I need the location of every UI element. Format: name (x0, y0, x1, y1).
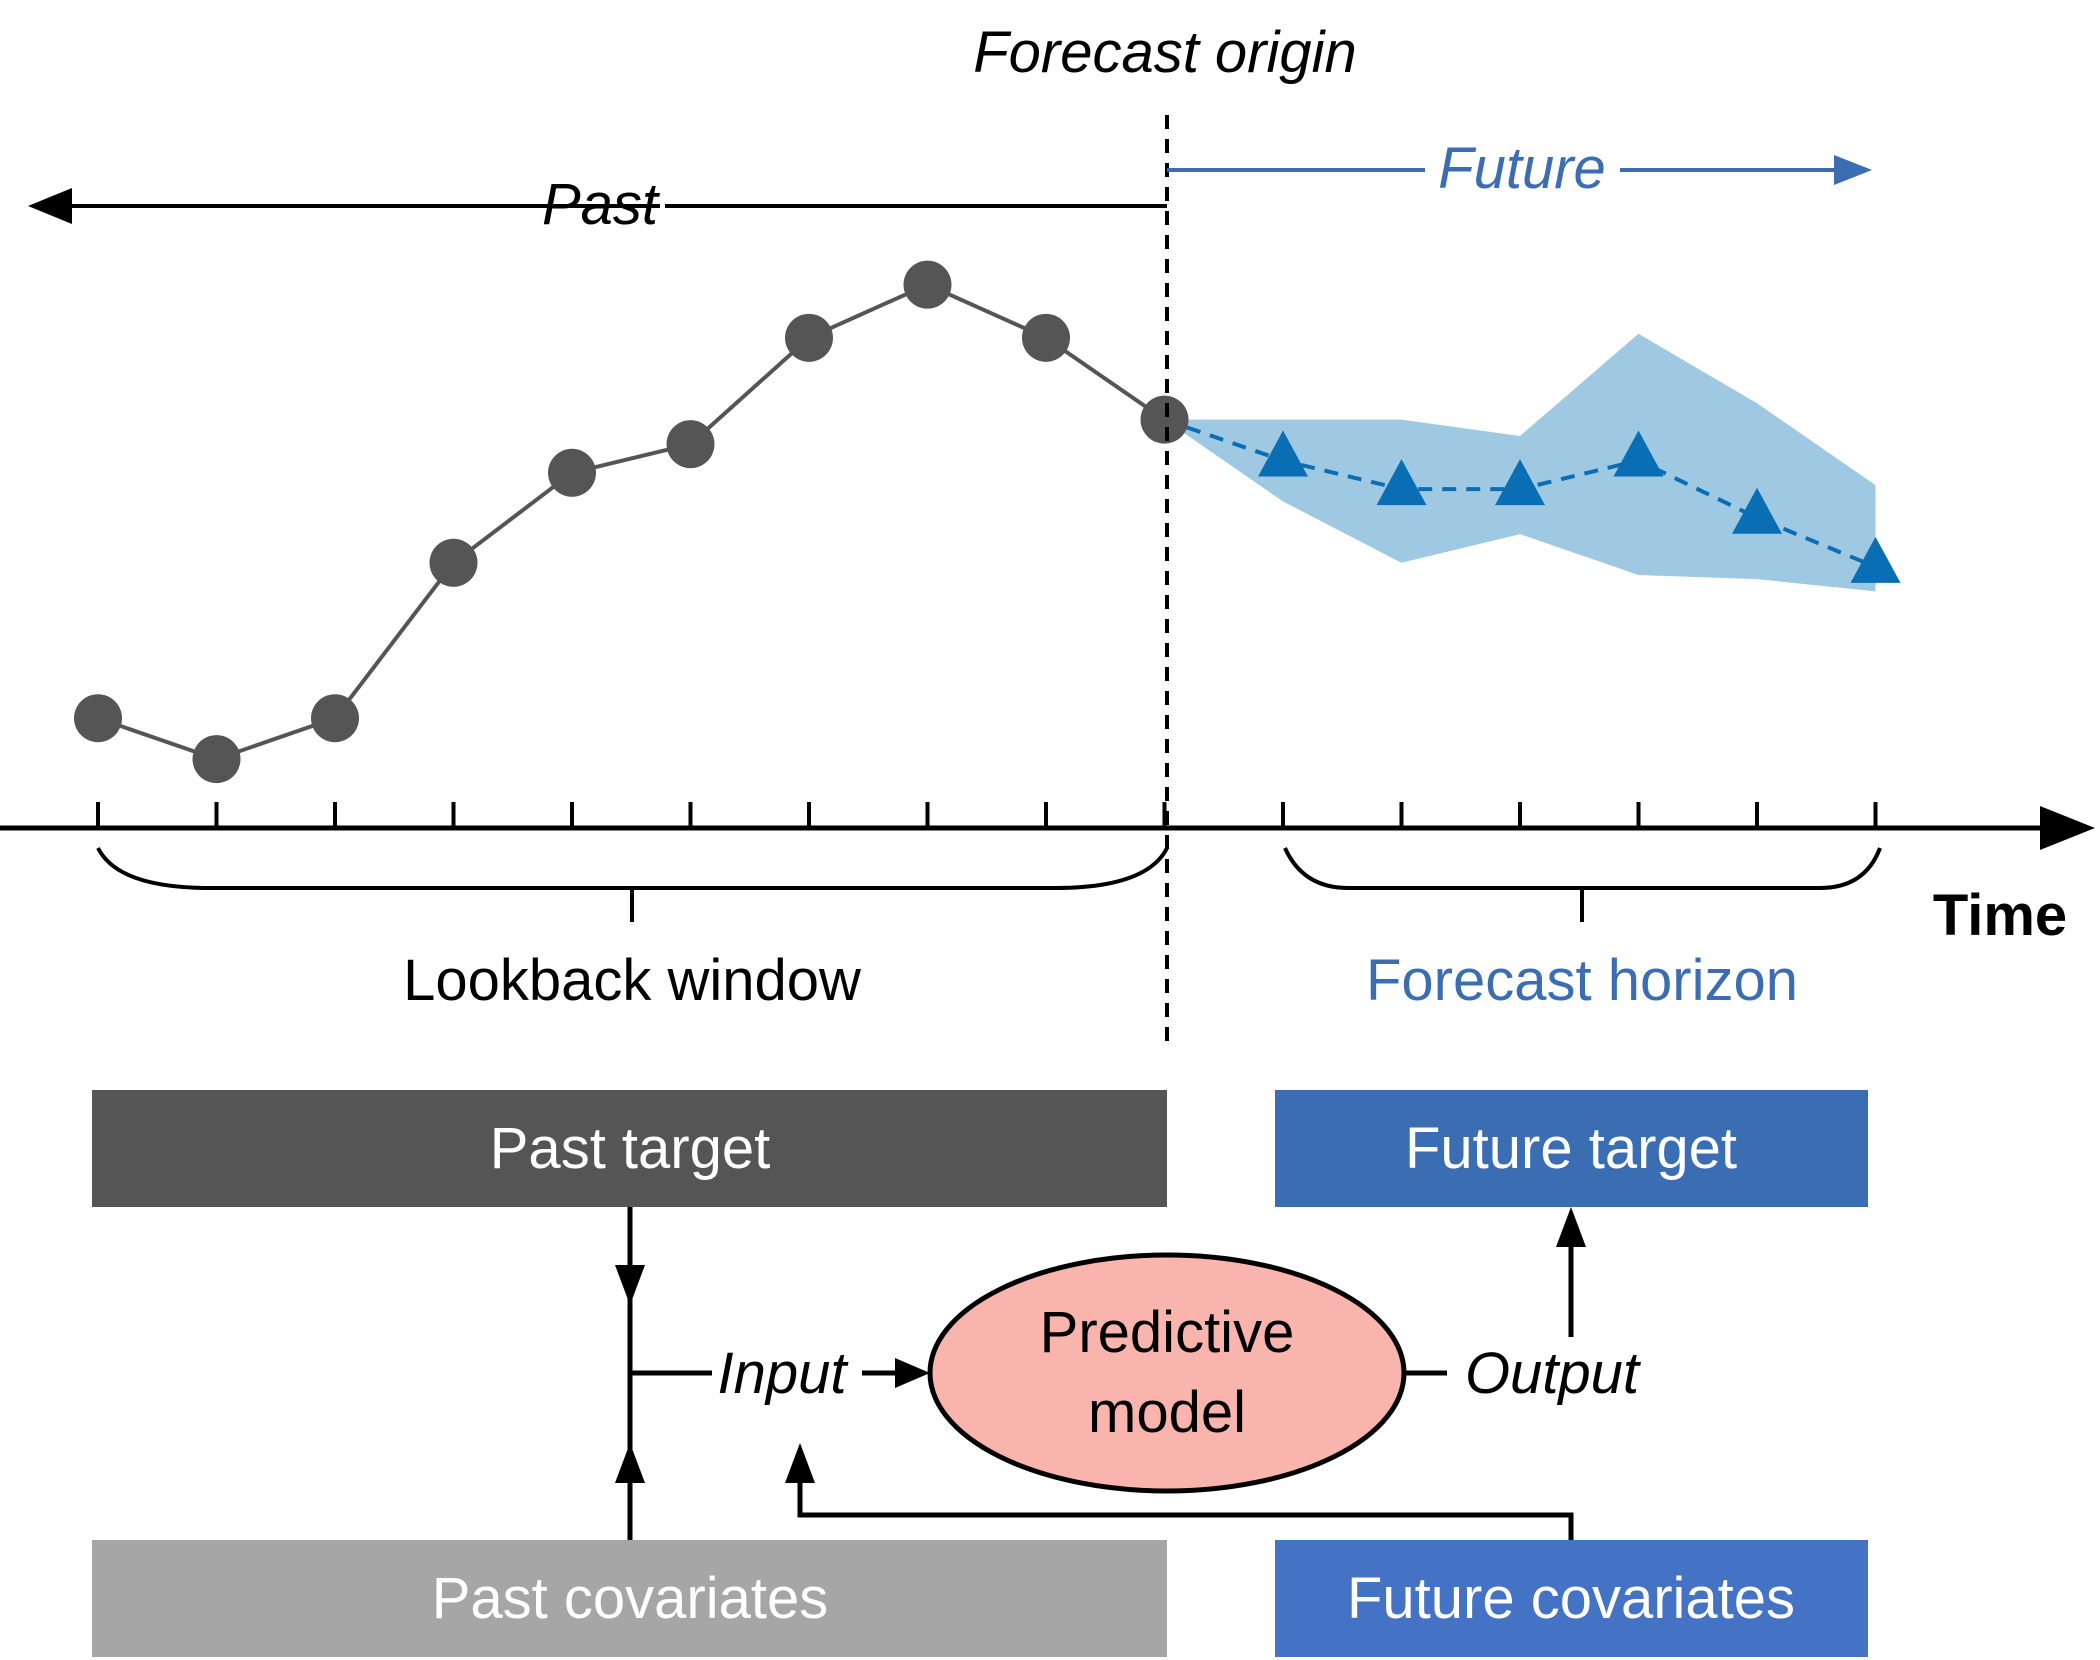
future-target-label: Future target (1405, 1116, 1737, 1181)
past-point (311, 694, 359, 743)
output-label: Output (1465, 1341, 1642, 1406)
past-point (903, 260, 952, 309)
time-axis-arrowhead-icon (2040, 806, 2095, 850)
future-arrowhead-icon (1834, 155, 1872, 185)
past-point (666, 420, 715, 469)
input-arrowhead-icon (895, 1358, 930, 1388)
forecast-point (1732, 487, 1782, 534)
past-point (74, 694, 122, 743)
forecast-horizon-label: Forecast horizon (1366, 948, 1798, 1013)
past-arrowhead-icon (28, 188, 72, 224)
past-points (74, 260, 1189, 784)
past-point (192, 735, 241, 784)
forecast-point (1850, 536, 1901, 583)
past-point (429, 538, 478, 587)
past-point (1022, 313, 1070, 362)
output-arrowhead-icon (1556, 1207, 1586, 1247)
predictive-model-node (927, 1252, 1407, 1494)
past-target-box (92, 1090, 1167, 1207)
lookback-window-label: Lookback window (403, 948, 862, 1013)
predictive-model-label-line2: model (1088, 1380, 1246, 1445)
past-point (548, 448, 596, 497)
future-covariates-label: Future covariates (1347, 1566, 1795, 1631)
past-covariates-box (92, 1540, 1167, 1657)
past-target-label: Past target (490, 1116, 770, 1181)
past-series-line (97, 282, 1166, 762)
forecast-point (1258, 430, 1308, 477)
past-covariates-label: Past covariates (432, 1566, 829, 1631)
forecast-horizon-bracket (1283, 847, 1882, 890)
forecast-point (1376, 459, 1427, 506)
forecast-point (1495, 459, 1545, 506)
input-label: Input (718, 1341, 850, 1406)
predictive-model-label-line1: Predictive (1040, 1300, 1295, 1365)
lookback-window-bracket (96, 847, 1169, 890)
down-arrowhead-icon (615, 1265, 645, 1305)
future-cov-arrowhead-icon (785, 1443, 815, 1483)
future-covariates-box (1275, 1540, 1868, 1657)
forecast-points (1258, 430, 1901, 583)
forecast-point (1613, 430, 1664, 477)
future-covariates-connector (797, 1480, 1574, 1540)
time-axis-ticks (96, 802, 1878, 828)
future-label: Future (1438, 136, 1606, 201)
past-label: Past (542, 172, 661, 237)
forecast-origin-label: Forecast origin (973, 20, 1357, 85)
past-point (1140, 395, 1189, 444)
future-target-box (1275, 1090, 1868, 1207)
time-axis-label: Time (1933, 883, 2067, 948)
up-arrowhead-icon (615, 1443, 645, 1483)
past-point (785, 313, 833, 362)
